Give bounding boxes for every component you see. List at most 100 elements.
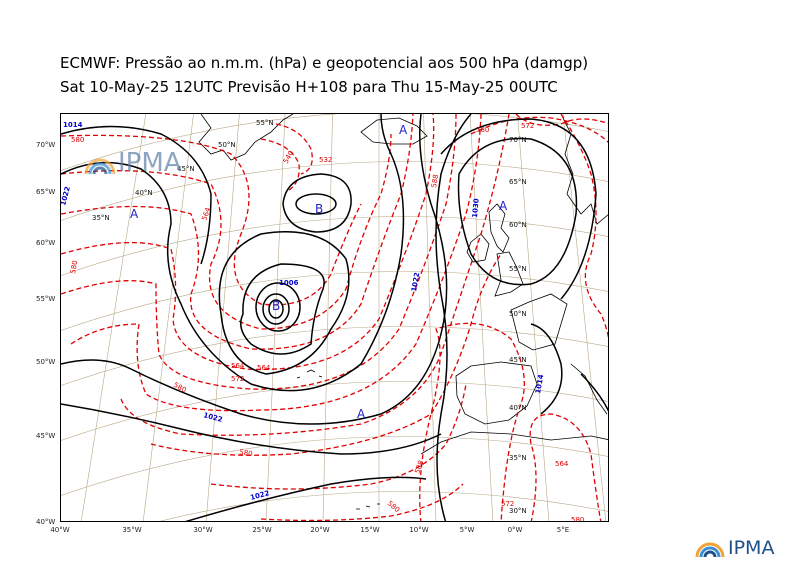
lat-tick-label: 55°W — [36, 295, 56, 303]
grid-label: 50°N — [218, 141, 236, 149]
geopotential-line — [529, 413, 602, 521]
grid-label: 35°N — [92, 214, 110, 222]
isobar-low-center — [262, 293, 290, 325]
lon-tick-label: 0°W — [507, 526, 523, 534]
lon-tick-label: 10°W — [409, 526, 429, 534]
isobar-line — [61, 114, 448, 425]
lon-tick-label: 30°W — [193, 526, 213, 534]
grid-label: 55°N — [509, 265, 527, 273]
ipma-logo-text: IPMA — [728, 537, 775, 559]
lat-tick-label: 50°W — [36, 358, 56, 366]
isobar-line — [282, 173, 352, 233]
geopotential-label: 532 — [319, 156, 332, 164]
geopotential-label: 580 — [71, 136, 84, 144]
lon-tick-label: 5°W — [459, 526, 475, 534]
geopotential-label: 588 — [430, 174, 440, 189]
geopotential-label: 572 — [521, 122, 534, 130]
pressure-centers: A B B A A A — [130, 123, 508, 421]
chart-title: ECMWF: Pressão ao n.m.m. (hPa) e geopote… — [60, 54, 589, 72]
geopotential-label: 540 — [282, 149, 296, 165]
grid-labels: 55°N 50°N 45°N 40°N 35°N 70°N 65°N 60°N … — [92, 119, 527, 515]
isobar-line — [61, 403, 442, 455]
grid-label: 60°N — [509, 221, 527, 229]
geopotential-label: 572 — [231, 375, 244, 383]
coast-italy — [570, 363, 608, 415]
geopotential-line — [275, 123, 313, 175]
weather-map: 55°N 50°N 45°N 40°N 35°N 70°N 65°N 60°N … — [61, 114, 608, 522]
lon-tick-label: 20°W — [310, 526, 330, 534]
geopotential-label: 580 — [386, 499, 401, 514]
isobar-label: 1022 — [61, 186, 72, 207]
isobar-label: 1030 — [471, 198, 481, 218]
geopotential-line — [61, 133, 392, 330]
lon-tick-label: 40°W — [50, 526, 70, 534]
isobar-low-center — [295, 193, 337, 215]
ipma-logo: IPMA — [694, 537, 774, 559]
isobar-low-center — [255, 282, 301, 332]
geopotential-line — [470, 116, 608, 143]
high-pressure-marker: A — [130, 207, 139, 221]
isobar-line — [240, 263, 325, 355]
coast-iceland — [360, 117, 428, 145]
coast-canaries — [356, 503, 380, 510]
geopotential-label: 580 — [69, 260, 79, 275]
grid-label: 45°N — [509, 356, 527, 364]
coast-greenland — [198, 114, 294, 161]
high-pressure-marker: A — [357, 407, 366, 421]
geopotential-line — [61, 114, 457, 390]
high-pressure-marker: A — [399, 123, 408, 137]
isobar-line — [218, 231, 350, 375]
isobar-line — [457, 137, 578, 286]
lat-tick-label: 65°W — [36, 188, 56, 196]
geopotential-line — [150, 253, 502, 456]
graticule-lon-line — [205, 114, 240, 521]
geopotential-label: 580 — [476, 126, 489, 134]
isobar-label: 1022 — [410, 272, 421, 293]
geopotential-line — [260, 483, 464, 521]
grid-label: 35°N — [509, 454, 527, 462]
isobar-label: 1022 — [202, 411, 223, 424]
geopotential-line — [260, 138, 300, 193]
geopotential-contours — [61, 114, 608, 521]
grid-label: 40°N — [135, 189, 153, 197]
geopotential-label: 572 — [501, 500, 514, 508]
coast-azores — [296, 369, 323, 379]
lon-tick-label: 15°W — [360, 526, 380, 534]
lon-tick-label: 5°E — [556, 526, 570, 534]
isobar-line — [440, 118, 597, 300]
ipma-swirl-icon — [84, 158, 116, 175]
graticule-lon-line — [517, 114, 550, 521]
isobar-label: 1014 — [63, 121, 83, 129]
geopotential-line — [61, 134, 362, 306]
geopotential-line — [515, 114, 608, 126]
isobar-line — [580, 373, 608, 412]
grid-label: 30°N — [509, 507, 527, 515]
graticule-lon-line — [265, 114, 286, 521]
geopotential-label: 580 — [571, 516, 584, 522]
graticule-lat-line — [159, 491, 608, 521]
isobars — [61, 114, 608, 521]
low-pressure-marker: B — [315, 202, 323, 216]
graticule-lat-line — [61, 216, 608, 276]
geopotential-line — [61, 114, 414, 350]
geopotential-label: 580 — [172, 381, 188, 395]
lat-tick-label: 40°W — [36, 518, 56, 526]
graticule-lon-line — [423, 114, 437, 521]
geopotential-label: 580 — [239, 448, 254, 458]
grid-label: 70°N — [509, 136, 527, 144]
chart-subtitle: Sat 10-May-25 12UTC Previsão H+108 para … — [60, 78, 558, 96]
geopotential-line — [560, 114, 608, 339]
grid-label: 50°N — [509, 310, 527, 318]
isobar-line — [185, 476, 427, 521]
lat-tick-label: 70°W — [36, 141, 56, 149]
isobar-low-center — [268, 299, 284, 319]
grid-label: 40°N — [509, 404, 527, 412]
isobar-line — [61, 114, 405, 392]
graticule-lon-line — [469, 114, 494, 521]
isobar-line — [61, 125, 212, 265]
isobar-label: 1006 — [279, 279, 299, 287]
isobar-label: 1014 — [534, 374, 545, 395]
geopotential-label: 564 — [257, 364, 271, 372]
graticule-lat-line — [61, 161, 608, 221]
coast-iberia — [455, 361, 538, 425]
